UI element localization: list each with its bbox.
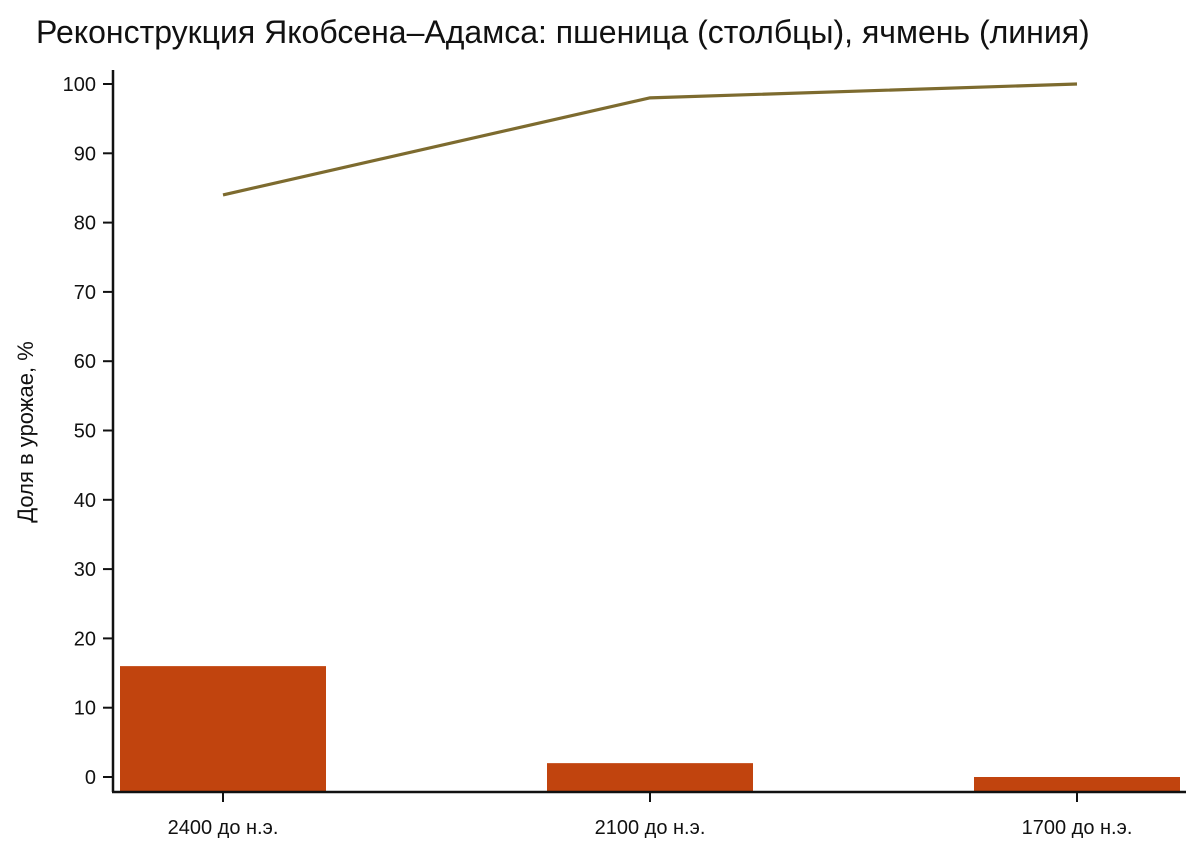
y-tick-label: 50	[74, 421, 96, 443]
y-tick-label: 10	[74, 698, 96, 720]
bar-1	[120, 666, 326, 792]
x-tick-label: 2100 до н.э.	[595, 817, 706, 839]
y-tick-label: 70	[74, 282, 96, 304]
y-tick-label: 90	[74, 143, 96, 165]
line-series	[222, 82, 1078, 197]
bar-3	[974, 777, 1180, 792]
x-axis: 2400 до н.э. 2100 до н.э. 1700 до н.э.	[112, 790, 1186, 839]
y-tick-label: 20	[74, 628, 96, 650]
y-tick-label: 30	[74, 559, 96, 581]
x-tick-label: 1700 до н.э.	[1022, 817, 1133, 839]
y-tick-label: 40	[74, 490, 96, 512]
y-axis-title: Доля в урожае, %	[13, 341, 38, 523]
y-tick-label: 100	[63, 74, 96, 96]
bar-2	[547, 763, 753, 792]
y-axis: 0 10 20 30 40 50 60 70 80 90 100	[63, 70, 115, 792]
y-tick-label: 0	[85, 767, 96, 789]
y-tick-label: 80	[74, 213, 96, 235]
y-tick-label: 60	[74, 351, 96, 373]
x-tick-label: 2400 до н.э.	[168, 817, 279, 839]
line-group	[222, 82, 1078, 197]
bars-group	[120, 666, 1180, 792]
chart-title: Реконструкция Якобсена–Адамса: пшеница (…	[36, 14, 1090, 50]
